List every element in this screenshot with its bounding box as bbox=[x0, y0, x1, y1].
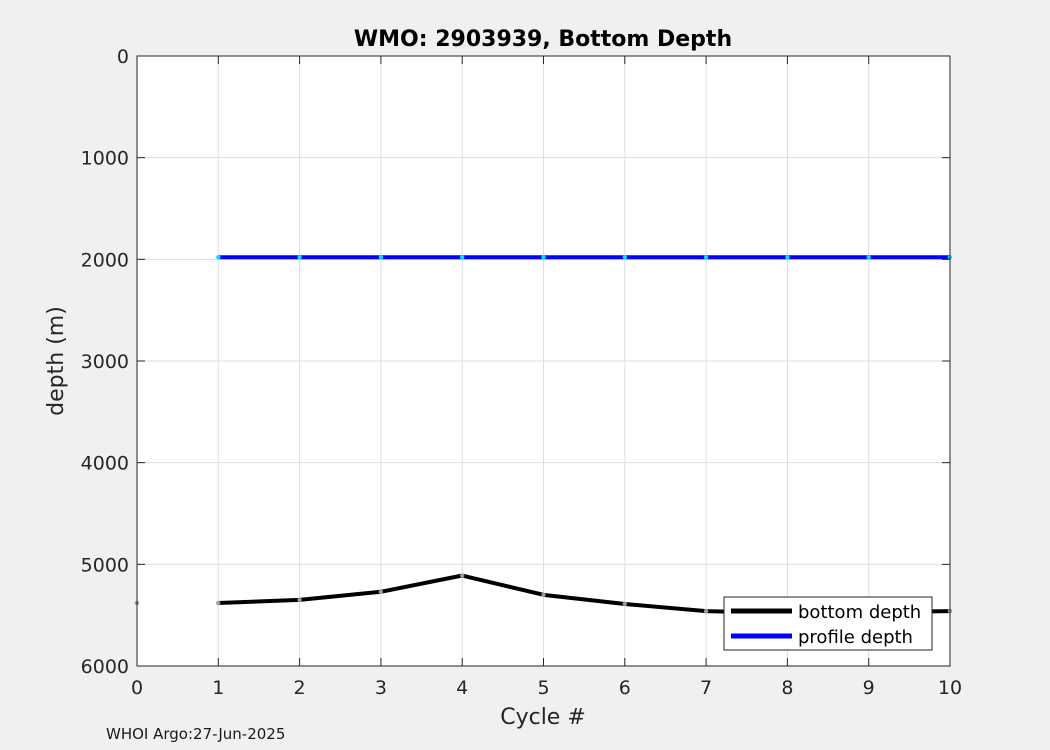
data-point-bottom-depth bbox=[297, 597, 302, 603]
data-point-bottom-depth bbox=[622, 601, 627, 607]
y-axis-label: depth (m) bbox=[44, 306, 69, 416]
x-tick-label: 0 bbox=[131, 677, 143, 699]
data-point-profile-depth bbox=[541, 255, 546, 260]
data-point-profile-depth bbox=[460, 255, 465, 260]
legend-box bbox=[723, 596, 933, 651]
y-tick-label: 2000 bbox=[81, 249, 129, 271]
footer-credit: WHOI Argo:27-Jun-2025 bbox=[106, 725, 286, 743]
data-point-profile-depth bbox=[297, 255, 302, 260]
x-tick-label: 7 bbox=[700, 677, 712, 699]
y-tick-label: 4000 bbox=[81, 453, 129, 475]
data-point-bottom-depth bbox=[703, 608, 709, 614]
x-tick-label: 8 bbox=[781, 677, 793, 699]
data-point-profile-depth bbox=[622, 255, 627, 260]
data-point-profile-depth bbox=[866, 255, 871, 260]
data-point-profile-depth bbox=[785, 255, 790, 260]
data-point-profile-depth bbox=[378, 255, 384, 260]
x-tick-label: 9 bbox=[863, 677, 875, 699]
y-tick-label: 1000 bbox=[81, 148, 129, 170]
x-tick-label: 4 bbox=[456, 677, 468, 699]
x-tick-label: 2 bbox=[294, 677, 306, 699]
legend-label-profile-depth: profile depth bbox=[798, 627, 913, 648]
data-point-bottom-depth bbox=[541, 592, 546, 598]
x-tick-label: 6 bbox=[619, 677, 631, 699]
data-point-bottom-depth bbox=[216, 600, 221, 606]
x-tick-label: 5 bbox=[537, 677, 549, 699]
x-tick-label: 3 bbox=[375, 677, 387, 699]
data-point-profile-depth bbox=[703, 255, 709, 260]
ticks: 0 1 2 3 4 5 6 7 8 9 10 0 1000 2000 3000 4000 5000 6000 bbox=[81, 46, 962, 699]
x-axis-label: Cycle # bbox=[500, 705, 586, 730]
data-point-profile-depth bbox=[216, 255, 221, 260]
chart-title: WMO: 2903939, Bottom Depth bbox=[354, 27, 732, 52]
data-point-bottom-depth bbox=[378, 589, 384, 594]
legend: bottom depth profile depth bbox=[723, 596, 933, 651]
y-tick-label: 3000 bbox=[81, 351, 129, 373]
y-tick-label: 5000 bbox=[81, 554, 129, 576]
y-tick-label: 0 bbox=[117, 46, 129, 68]
x-tick-label: 10 bbox=[938, 677, 962, 699]
legend-label-bottom-depth: bottom depth bbox=[798, 602, 921, 623]
y-tick-label: 6000 bbox=[81, 656, 129, 678]
x-tick-label: 1 bbox=[212, 677, 224, 699]
data-point-bottom-depth bbox=[460, 573, 465, 578]
